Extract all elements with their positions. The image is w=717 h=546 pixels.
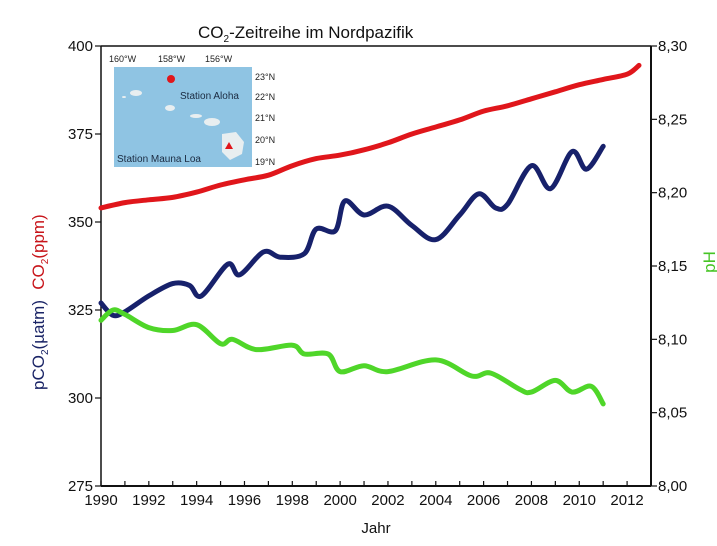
y-tick-label-left: 325 xyxy=(68,302,93,319)
x-tick-label: 1990 xyxy=(84,492,117,509)
island-kauai xyxy=(130,90,142,96)
x-tick-label: 2012 xyxy=(610,492,643,509)
series-line-pco2 xyxy=(98,143,606,319)
inset-lon-label: 158°W xyxy=(158,54,186,64)
x-tick-label: 1994 xyxy=(180,492,213,509)
y-tick-label-right: 8,25 xyxy=(658,111,687,128)
island-maui xyxy=(204,118,220,126)
x-tick-label: 2000 xyxy=(323,492,356,509)
y-ticks-right: 8,00 8,05 8,10 8,15 8,20 8,25 8,30 xyxy=(651,38,687,495)
y-ticks-left: 275 300 325 350 375 400 xyxy=(68,38,101,495)
inset-lon-label: 156°W xyxy=(205,54,233,64)
chart-title: CO2-Zeitreihe im Nordpazifik xyxy=(198,23,414,45)
y-axis-label-ph: pH xyxy=(700,251,717,273)
x-tick-label: 2002 xyxy=(371,492,404,509)
inset-lat-label: 23°N xyxy=(255,72,275,82)
series-line-co2 xyxy=(98,62,642,211)
station-aloha-label: Station Aloha xyxy=(180,91,239,102)
island-niihau xyxy=(122,96,126,98)
x-tick-label: 2004 xyxy=(419,492,452,509)
x-tick-label: 1992 xyxy=(132,492,165,509)
inset-lon-label: 160°W xyxy=(109,54,137,64)
x-ticks: 1990 1992 1994 1996 1998 2000 2002 2004 2006 2008… xyxy=(84,481,652,509)
series-group xyxy=(98,62,642,407)
mauna-loa-marker xyxy=(225,142,233,149)
inset-lat-label: 21°N xyxy=(255,113,275,123)
y-tick-label-right: 8,00 xyxy=(658,478,687,495)
x-tick-label: 1998 xyxy=(276,492,309,509)
island-molokai xyxy=(190,114,202,118)
y-tick-label-right: 8,15 xyxy=(658,258,687,275)
island-hawaii xyxy=(222,132,244,160)
inset-map: 160°W 158°W 156°W 23°N 22°N 21°N 20°N 19… xyxy=(109,54,275,167)
x-tick-label: 2008 xyxy=(515,492,548,509)
island-oahu xyxy=(165,105,175,111)
x-tick-label: 1996 xyxy=(228,492,261,509)
x-tick-label: 2006 xyxy=(467,492,500,509)
y-tick-label-left: 375 xyxy=(68,126,93,143)
y-tick-label-left: 275 xyxy=(68,478,93,495)
x-tick-label: 2010 xyxy=(563,492,596,509)
y-tick-label-right: 8,30 xyxy=(658,38,687,55)
x-axis-label: Jahr xyxy=(361,520,390,537)
y-axis-label-co2: CO2(ppm) xyxy=(29,214,51,289)
y-tick-label-right: 8,10 xyxy=(658,331,687,348)
y-tick-label-right: 8,20 xyxy=(658,185,687,202)
y-tick-label-left: 300 xyxy=(68,390,93,407)
y-tick-label-left: 400 xyxy=(68,38,93,55)
inset-lat-label: 19°N xyxy=(255,157,275,167)
y-tick-label-left: 350 xyxy=(68,214,93,231)
inset-lat-label: 22°N xyxy=(255,92,275,102)
y-tick-label-right: 8,05 xyxy=(658,405,687,422)
y-axis-label-pco2: pCO2(µatm) xyxy=(29,300,51,390)
series-line-ph xyxy=(98,307,606,407)
station-aloha-marker xyxy=(167,75,175,83)
station-mauna-loa-label: Station Mauna Loa xyxy=(117,154,201,165)
inset-lat-label: 20°N xyxy=(255,135,275,145)
